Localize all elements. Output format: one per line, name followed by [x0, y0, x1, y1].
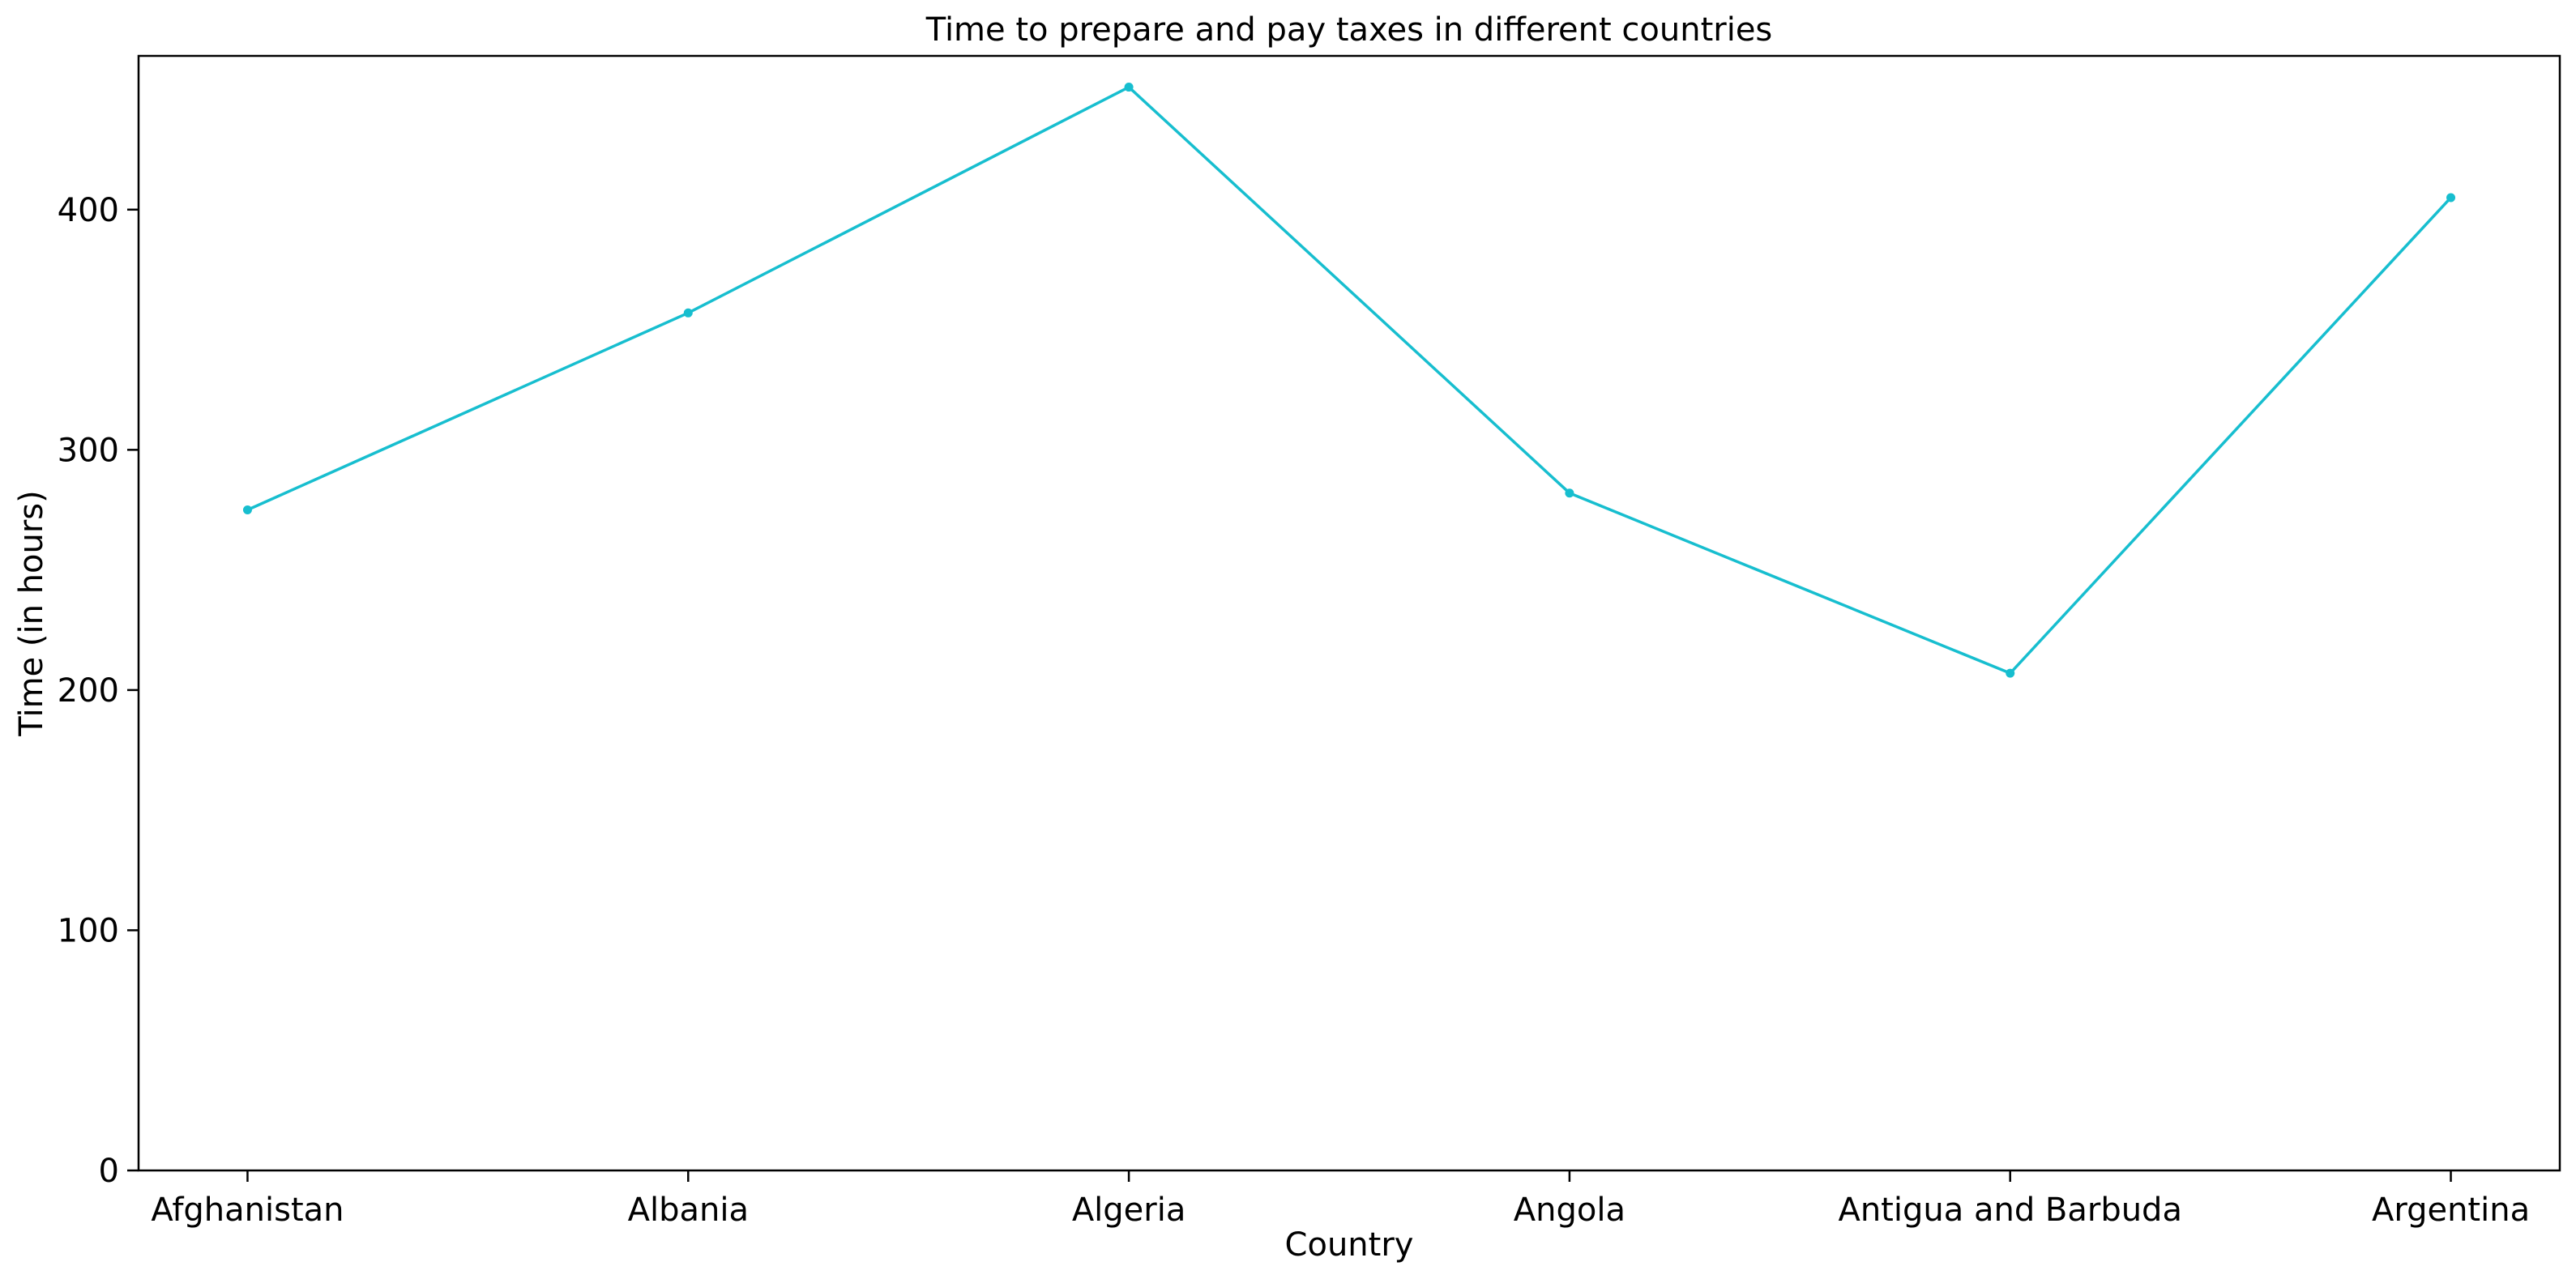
y-tick-label: 0	[99, 1153, 119, 1190]
x-tick-label: Antigua and Barbuda	[1838, 1192, 2182, 1229]
y-axis-ticks: 0 100 200 300 400	[58, 192, 139, 1190]
x-axis-ticks: Afghanistan Albania Algeria Angola Antigua a…	[151, 1170, 2530, 1229]
y-tick-label: 200	[58, 672, 119, 710]
chart-title: Time to prepare and pay taxes in differe…	[925, 11, 1773, 49]
y-tick-label: 100	[58, 912, 119, 949]
x-tick-label: Afghanistan	[151, 1192, 344, 1229]
y-tick-label: 400	[58, 192, 119, 229]
data-point	[683, 308, 693, 318]
data-point	[1565, 488, 1574, 498]
data-point	[2446, 193, 2456, 203]
x-tick-label: Albania	[628, 1192, 749, 1229]
x-axis-label: Country	[1285, 1226, 1414, 1264]
series-layer	[242, 83, 2456, 678]
data-point	[1124, 83, 1134, 92]
series-line	[246, 85, 2452, 675]
x-tick-label: Argentina	[2372, 1192, 2530, 1229]
x-tick-label: Angola	[1514, 1192, 1625, 1229]
y-tick-label: 300	[58, 432, 119, 469]
y-axis-label: Time (in hours)	[13, 490, 50, 736]
data-point	[242, 505, 252, 514]
x-tick-label: Algeria	[1072, 1192, 1186, 1229]
data-point	[2006, 668, 2015, 678]
plot-frame	[137, 54, 2561, 1172]
